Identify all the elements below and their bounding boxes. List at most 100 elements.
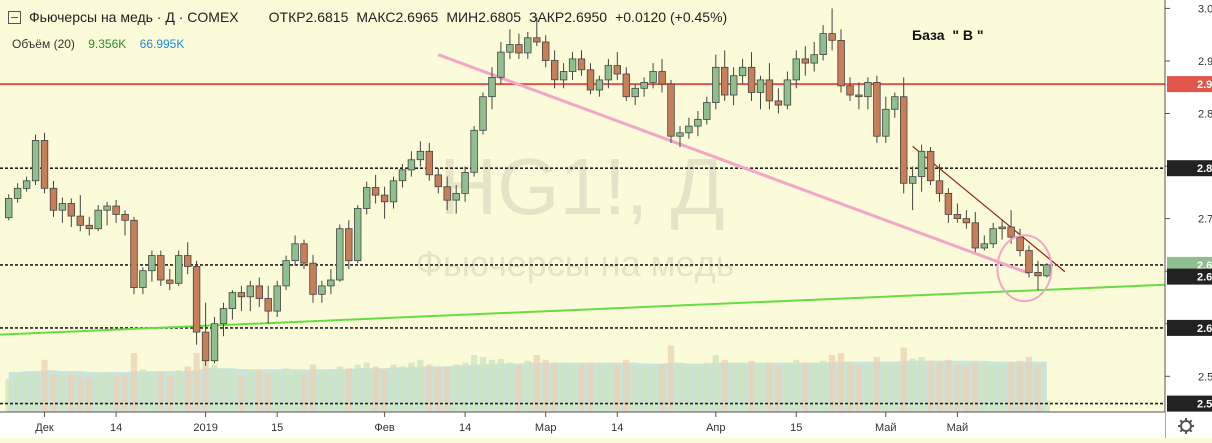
collapse-icon[interactable] <box>8 10 21 24</box>
price-tag[interactable] <box>1167 395 1212 412</box>
candle[interactable] <box>148 250 156 282</box>
candle[interactable] <box>228 290 237 320</box>
candle[interactable] <box>407 151 416 177</box>
candle[interactable] <box>452 185 460 214</box>
candle[interactable] <box>5 194 13 221</box>
candle[interactable] <box>971 211 979 253</box>
candle[interactable] <box>810 42 818 72</box>
candle[interactable] <box>345 220 353 270</box>
trendline-pink[interactable] <box>437 53 1030 275</box>
candle[interactable] <box>685 117 693 139</box>
candle[interactable] <box>1016 228 1024 257</box>
candle[interactable] <box>944 188 953 223</box>
candle[interactable] <box>112 200 120 223</box>
candle[interactable] <box>497 42 505 85</box>
candle[interactable] <box>622 67 630 101</box>
candle[interactable] <box>434 168 442 194</box>
candle[interactable] <box>219 302 228 337</box>
candle[interactable] <box>121 210 129 236</box>
candle[interactable] <box>926 147 935 185</box>
candle[interactable] <box>443 176 451 211</box>
candle[interactable] <box>174 250 183 286</box>
candle[interactable] <box>738 58 747 85</box>
candle[interactable] <box>461 166 469 202</box>
price-tag[interactable] <box>1167 319 1212 336</box>
candle[interactable] <box>891 92 899 118</box>
candle[interactable] <box>76 195 84 232</box>
candle[interactable] <box>166 269 174 291</box>
candle[interactable] <box>67 198 75 227</box>
candle[interactable] <box>604 58 613 89</box>
candle[interactable] <box>416 141 425 167</box>
candle[interactable] <box>40 132 49 194</box>
candle[interactable] <box>336 224 344 282</box>
candle[interactable] <box>873 75 881 143</box>
candle[interactable] <box>568 52 577 80</box>
candle[interactable] <box>246 280 254 312</box>
candle[interactable] <box>157 250 165 286</box>
candle[interactable] <box>559 63 568 89</box>
candle[interactable] <box>327 269 335 295</box>
candle[interactable] <box>192 260 201 345</box>
candle[interactable] <box>371 174 380 204</box>
candle[interactable] <box>210 317 219 364</box>
candle[interactable] <box>864 77 872 110</box>
candle[interactable] <box>353 205 362 264</box>
candle[interactable] <box>1043 263 1051 278</box>
candle[interactable] <box>676 126 684 148</box>
candle[interactable] <box>31 134 40 186</box>
candle[interactable] <box>712 54 720 110</box>
candle[interactable] <box>506 29 514 59</box>
candle[interactable] <box>730 67 738 106</box>
trendline-green[interactable] <box>0 281 1212 336</box>
candle[interactable] <box>900 77 908 194</box>
candle[interactable] <box>94 205 102 232</box>
candle[interactable] <box>1034 260 1042 291</box>
candle[interactable] <box>470 126 478 177</box>
candle[interactable] <box>85 216 93 236</box>
price-tag[interactable] <box>1167 76 1212 93</box>
candle[interactable] <box>389 176 398 209</box>
candle[interactable] <box>586 63 595 95</box>
candle[interactable] <box>398 164 407 188</box>
candle[interactable] <box>524 32 532 59</box>
candle[interactable] <box>103 201 111 226</box>
candle[interactable] <box>989 222 997 248</box>
price-tag[interactable] <box>1167 268 1212 285</box>
candle[interactable] <box>479 92 487 135</box>
trendline-darkred[interactable] <box>912 145 1066 273</box>
candle[interactable] <box>551 50 559 89</box>
candle[interactable] <box>694 111 702 137</box>
candle[interactable] <box>613 52 621 80</box>
candle[interactable] <box>828 8 836 51</box>
candle[interactable] <box>801 46 809 76</box>
candle[interactable] <box>300 239 308 270</box>
candle[interactable] <box>917 144 926 192</box>
candle[interactable] <box>962 210 971 229</box>
candle[interactable] <box>318 280 326 303</box>
candle[interactable] <box>1025 245 1033 278</box>
candle[interactable] <box>837 29 845 93</box>
price-tag[interactable] <box>1167 160 1212 177</box>
candle[interactable] <box>533 16 541 47</box>
candle[interactable] <box>747 52 756 101</box>
candle[interactable] <box>282 255 290 291</box>
candle[interactable] <box>488 67 496 110</box>
candle[interactable] <box>362 181 371 215</box>
candle[interactable] <box>909 166 917 211</box>
candle[interactable] <box>667 79 675 143</box>
candle[interactable] <box>721 50 729 101</box>
candle[interactable] <box>13 183 22 203</box>
candle[interactable] <box>998 220 1006 240</box>
candle[interactable] <box>255 277 263 307</box>
candle[interactable] <box>1007 210 1015 244</box>
candle[interactable] <box>774 88 783 114</box>
candle[interactable] <box>765 63 774 110</box>
candle[interactable] <box>631 84 639 106</box>
candle[interactable] <box>980 235 988 251</box>
candle[interactable] <box>783 71 792 110</box>
highlight-circle[interactable] <box>996 234 1053 303</box>
candle[interactable] <box>425 142 433 181</box>
candle[interactable] <box>640 77 648 97</box>
